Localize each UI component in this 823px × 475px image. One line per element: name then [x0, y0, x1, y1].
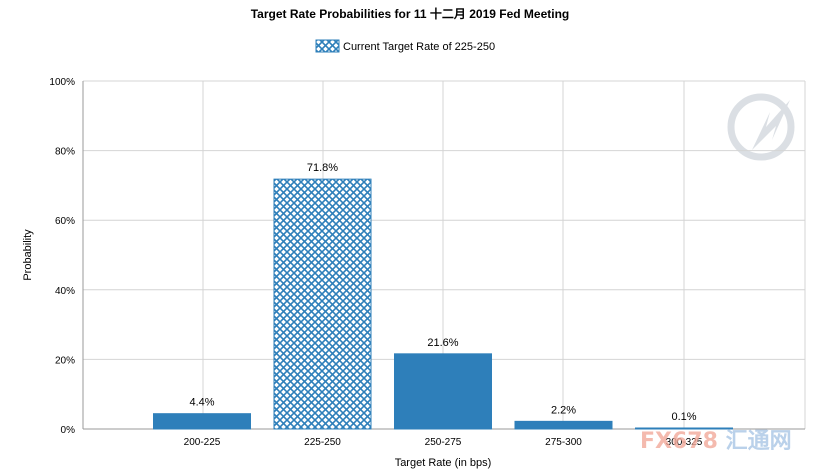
x-tick-labels: 200-225 225-250 250-275 275-300 300-325	[184, 437, 703, 448]
legend-swatch	[315, 39, 340, 53]
data-label: 71.8%	[307, 162, 338, 174]
y-tick-label: 20%	[55, 355, 75, 366]
y-tick-label: 0%	[61, 425, 76, 436]
y-tick-label: 60%	[55, 216, 75, 227]
x-tick-label: 250-275	[425, 437, 462, 448]
grid	[83, 80, 806, 430]
y-tick-labels: 0% 20% 40% 60% 80% 100%	[49, 77, 75, 436]
y-tick-label: 40%	[55, 286, 75, 297]
watermark: FX678 汇通网	[640, 429, 792, 454]
watermark-fx: FX678	[640, 429, 726, 454]
y-tick-label: 100%	[49, 77, 75, 88]
data-label: 2.2%	[551, 404, 576, 416]
data-label: 0.1%	[671, 411, 696, 423]
bar	[153, 413, 251, 430]
x-tick-label: 200-225	[184, 437, 221, 448]
bar	[514, 420, 613, 430]
x-tick-label: 300-325	[666, 437, 703, 448]
bars	[153, 178, 733, 430]
bar	[273, 178, 372, 430]
x-tick-label: 225-250	[304, 437, 341, 448]
y-axis-label: Probability	[22, 229, 34, 281]
bar	[394, 353, 492, 430]
data-label: 4.4%	[189, 397, 214, 409]
y-tick-label: 80%	[55, 147, 75, 158]
legend: Current Target Rate of 225-250	[315, 39, 495, 53]
legend-label: Current Target Rate of 225-250	[343, 41, 495, 53]
chart-title: Target Rate Probabilities for 11 十二月 201…	[251, 6, 570, 21]
x-axis-label: Target Rate (in bps)	[395, 457, 492, 469]
watermark-text: FX678 汇通网	[640, 429, 792, 454]
watermark-cn: 汇通网	[726, 429, 792, 454]
x-tick-label: 275-300	[545, 437, 582, 448]
bar	[635, 427, 733, 430]
watermark-logo	[727, 93, 795, 161]
data-label: 21.6%	[427, 337, 458, 349]
data-labels: 4.4% 71.8% 21.6% 2.2% 0.1%	[189, 162, 696, 423]
